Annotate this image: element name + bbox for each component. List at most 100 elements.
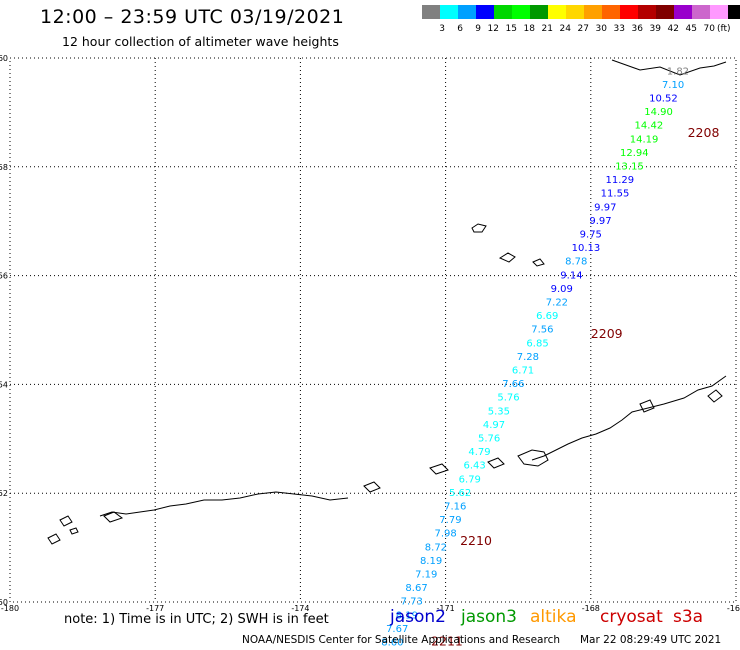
legend-swatch — [656, 5, 674, 19]
legend-swatch — [602, 5, 620, 19]
wave-height-label: 9.09 — [551, 284, 573, 295]
island — [103, 511, 124, 523]
lon-tick-label: -165 — [727, 604, 740, 613]
legend-swatch — [710, 5, 728, 19]
legend-tick-label: 36 — [631, 24, 643, 34]
wave-height-label: 7.67 — [386, 624, 408, 635]
legend-tick-label: 42 — [667, 24, 679, 34]
legend-unit: (ft) — [717, 24, 731, 34]
satellite-name-jason3: jason3 — [461, 607, 517, 627]
legend-tick-label: 33 — [613, 24, 625, 34]
map-subtitle: 12 hour collection of altimeter wave hei… — [62, 34, 339, 49]
island — [532, 258, 545, 267]
legend-swatch — [728, 5, 740, 19]
legend-swatch — [422, 5, 440, 19]
wave-height-label: 5.35 — [488, 406, 510, 417]
wave-height-label: 5.62 — [449, 488, 471, 499]
alaska-coast — [611, 59, 727, 76]
island — [47, 533, 61, 545]
wave-height-label: 14.42 — [635, 121, 664, 132]
wave-height-label: 6.69 — [536, 311, 558, 322]
island — [429, 463, 449, 475]
legend-tick-label: 3 — [439, 24, 445, 34]
legend-tick-label: 30 — [595, 24, 607, 34]
lat-tick-label: 56 — [0, 272, 8, 281]
legend-tick-label: 21 — [541, 24, 553, 34]
wave-height-label: 7.28 — [517, 352, 539, 363]
wave-height-label: 7.19 — [415, 570, 437, 581]
island — [707, 389, 723, 403]
lon-tick-label: -168 — [582, 604, 600, 613]
wave-height-label: 6.85 — [526, 338, 548, 349]
wave-height-label: 8.67 — [405, 583, 427, 594]
legend-tick-label: 12 — [487, 24, 499, 34]
lon-tick-label: -180 — [1, 604, 19, 613]
wave-height-label: 8.60 — [381, 638, 403, 649]
lat-tick-label: 50 — [0, 598, 8, 607]
legend-swatch — [638, 5, 656, 19]
wave-height-label: 7.73 — [401, 597, 423, 608]
altimeter-track: 1.82 7.10 10.52 14.90 14.42 14.19 12.94 13.15 11… — [381, 66, 689, 648]
alaska-peninsula — [531, 375, 727, 461]
wave-height-label: 9.14 — [560, 270, 582, 281]
legend-tick-label: 27 — [577, 24, 589, 34]
wave-height-label: 5.76 — [478, 434, 500, 445]
island — [59, 515, 73, 527]
time-mark-label: 2208 — [688, 125, 720, 140]
wave-height-label: 5.76 — [497, 393, 519, 404]
wave-height-label: 6.79 — [459, 474, 481, 485]
wave-height-label: 13.15 — [615, 162, 644, 173]
wave-height-label: 7.79 — [439, 515, 461, 526]
legend-tick-label: 39 — [649, 24, 661, 34]
generation-timestamp: Mar 22 08:29:49 UTC 2021 — [580, 634, 722, 646]
legend-tick-label: 15 — [505, 24, 517, 34]
legend-swatch — [566, 5, 584, 19]
satellite-name-altika: altika — [530, 607, 577, 627]
wave-height-label: 8.72 — [425, 542, 447, 553]
wave-height-label: 8.19 — [420, 556, 442, 567]
wave-height-label: 6.71 — [512, 366, 534, 377]
legend-swatch — [692, 5, 710, 19]
island — [363, 481, 381, 493]
legend-tick-label: 6 — [457, 24, 463, 34]
lat-tick-label: 52 — [0, 489, 8, 498]
wave-height-label: 9.75 — [580, 230, 602, 241]
lat-tick-label: 58 — [0, 163, 8, 172]
footer-note: note: 1) Time is in UTC; 2) SWH is in fe… — [64, 612, 329, 627]
legend-tick-label: 45 — [685, 24, 697, 34]
unalaska-island — [517, 449, 549, 467]
legend-tick-label: 9 — [475, 24, 481, 34]
satellite-name-cryosat: cryosat — [600, 607, 663, 627]
wave-height-label: 14.90 — [644, 107, 673, 118]
legend-swatch — [512, 5, 530, 19]
wave-height-label: 10.13 — [572, 243, 601, 254]
time-mark-label: 2209 — [591, 326, 623, 341]
wave-height-label: 7.66 — [502, 379, 524, 390]
wave-height-label: 1.82 — [667, 66, 689, 77]
wave-height-label: 7.56 — [531, 325, 553, 336]
legend-tick-label: 70 — [703, 24, 715, 34]
legend-tick-label: 18 — [523, 24, 535, 34]
wave-height-label: 7.98 — [434, 529, 456, 540]
wave-height-label: 10.52 — [649, 94, 678, 105]
lon-tick-label: -171 — [437, 604, 455, 613]
lat-tick-label: 60 — [0, 54, 8, 63]
lon-tick-label: -177 — [146, 604, 164, 613]
wave-height-label: 7.22 — [546, 298, 568, 309]
island — [471, 223, 487, 233]
legend-swatch — [620, 5, 638, 19]
legend-swatch — [440, 5, 458, 19]
wave-height-label: 14.19 — [630, 134, 659, 145]
wave-height-label: 11.55 — [601, 189, 630, 200]
wave-height-label: 9.97 — [594, 202, 616, 213]
wave-height-label: 6.43 — [464, 461, 486, 472]
legend-swatch — [530, 5, 548, 19]
satellite-name-jason2: jason2 — [390, 607, 446, 627]
island — [487, 457, 505, 469]
legend-swatch — [458, 5, 476, 19]
coastline — [47, 59, 727, 545]
lon-tick-label: -174 — [291, 604, 309, 613]
graticule: -180 -177 -174 -171 -168 -165 60 58 56 54 52 50 — [0, 54, 740, 613]
legend-swatch — [494, 5, 512, 19]
